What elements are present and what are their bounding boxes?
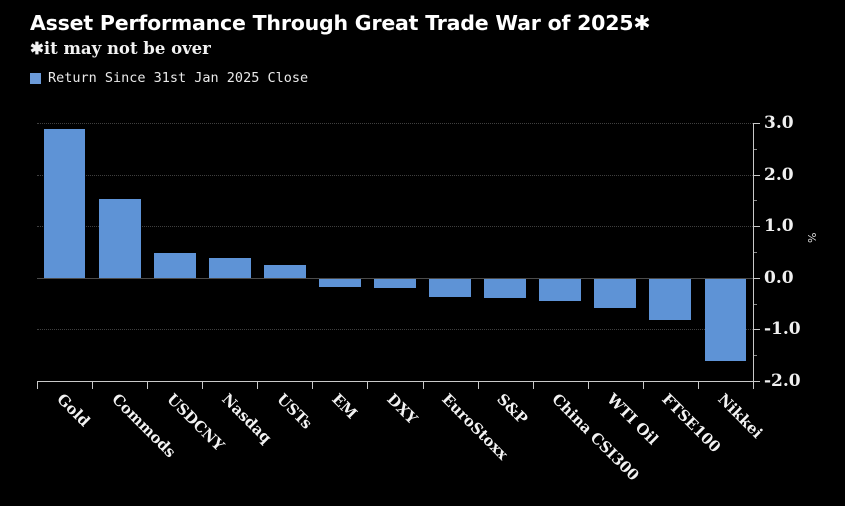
y-axis-title: % [806,232,819,243]
y-axis-tick-label: 0.0 [764,267,794,288]
y-axis-minor-tick [754,200,757,202]
x-axis-tick [698,382,699,389]
x-axis-tick-label: FTSE100 [658,390,725,457]
x-axis-tick-label: USTs [273,390,316,433]
bar-slot [367,123,422,381]
bar[interactable] [649,277,692,321]
bar-slot [202,123,257,381]
y-axis-minor-tick [754,303,757,305]
zero-baseline [37,277,753,279]
x-axis-tick-label: Nasdaq [218,390,276,447]
bar[interactable] [98,199,141,278]
x-axis-tick-label: Nikkei [713,390,766,442]
bar[interactable] [704,277,747,362]
x-axis-tick [533,382,534,389]
x-axis-tick [478,382,479,389]
bar-slot [147,123,202,381]
chart-subtitle: ✱it may not be over [30,39,211,58]
bar[interactable] [153,253,196,278]
y-axis-line [753,123,754,382]
y-axis-minor-tick [754,252,757,253]
x-axis-tick [202,382,203,389]
y-axis-tick-label: -2.0 [764,371,801,391]
x-axis-tick [147,382,148,389]
x-axis-tick-label: WTI Oil [603,390,663,449]
x-axis-tick-label: EM [328,390,361,423]
bar-slot [588,123,643,381]
x-axis-tick-label: S&P [493,390,532,428]
gridline [37,226,753,228]
y-axis-tick-label: 1.0 [764,216,794,237]
bar-slot [478,123,533,381]
bar[interactable] [429,277,472,298]
y-axis-tick [754,329,760,331]
bar-slot [257,123,312,381]
x-axis-ticks [37,382,754,389]
gridline [37,123,753,124]
gridline [37,174,753,176]
y-axis-minor-tick [754,148,757,150]
legend-swatch-icon [30,72,41,84]
bar[interactable] [594,277,637,308]
x-axis-tick [588,382,589,389]
bar-slot [643,123,698,381]
x-axis-tick [367,382,368,389]
y-axis-tick-label: 3.0 [764,113,794,133]
bar-slot [423,123,478,381]
chart-legend: Return Since 31st Jan 2025 Close [30,70,820,86]
y-axis-tick [754,381,760,382]
y-axis-tick-label: -1.0 [764,319,801,340]
x-axis-line [37,381,753,382]
x-axis-tick [37,382,38,389]
bar[interactable] [484,277,527,299]
y-axis-minor-tick [754,355,757,357]
plot-area [37,123,753,382]
bar[interactable] [263,265,306,278]
y-axis-tick [754,226,760,228]
page-title: Asset Performance Through Great Trade Wa… [30,11,651,35]
y-axis-tick [754,123,760,124]
y-axis-tick [754,277,760,279]
y-axis-tick-label: 2.0 [764,164,794,185]
bar-slot [312,123,367,381]
x-axis-tick-label: Gold [52,390,94,431]
bar-slot [92,123,147,381]
x-axis-labels: Gold Commods USDCNY Nasdaq USTs EM DXY EuroStox… [37,390,766,506]
x-axis-tick [643,382,644,389]
legend-label: Return Since 31st Jan 2025 Close [48,70,309,86]
gridline [37,329,753,331]
bar[interactable] [319,277,361,288]
bar[interactable] [43,129,86,278]
x-axis-tick [92,382,93,389]
bar-slot [37,123,92,381]
bar[interactable] [539,277,582,302]
x-axis-tick [753,382,754,389]
bar-series [37,123,753,381]
y-axis-tick [754,174,760,176]
x-axis-tick-label: DXY [383,390,422,428]
x-axis-tick [312,382,313,389]
bar[interactable] [208,258,251,278]
bar-slot [698,123,753,381]
chart-header: Asset Performance Through Great Trade Wa… [30,10,820,86]
bar[interactable] [374,277,416,289]
x-axis-tick [257,382,258,389]
bar-slot [533,123,588,381]
x-axis-tick [423,382,424,389]
